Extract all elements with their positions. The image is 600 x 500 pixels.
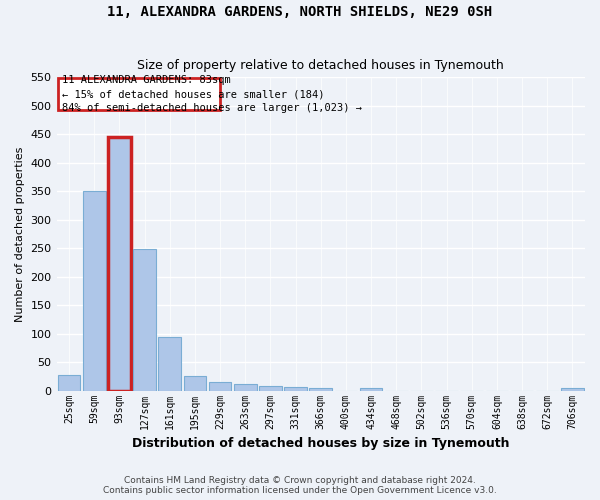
Bar bbox=[561, 388, 584, 390]
Y-axis label: Number of detached properties: Number of detached properties bbox=[15, 146, 25, 322]
Text: Contains HM Land Registry data © Crown copyright and database right 2024.
Contai: Contains HM Land Registry data © Crown c… bbox=[103, 476, 497, 495]
Bar bbox=[184, 376, 206, 390]
Title: Size of property relative to detached houses in Tynemouth: Size of property relative to detached ho… bbox=[137, 59, 504, 72]
Bar bbox=[360, 388, 382, 390]
Text: 11, ALEXANDRA GARDENS, NORTH SHIELDS, NE29 0SH: 11, ALEXANDRA GARDENS, NORTH SHIELDS, NE… bbox=[107, 5, 493, 19]
Bar bbox=[209, 382, 232, 390]
Bar bbox=[310, 388, 332, 390]
Text: 11 ALEXANDRA GARDENS: 83sqm
← 15% of detached houses are smaller (184)
84% of se: 11 ALEXANDRA GARDENS: 83sqm ← 15% of det… bbox=[62, 76, 362, 114]
Bar bbox=[58, 78, 220, 110]
Bar bbox=[158, 336, 181, 390]
Bar bbox=[259, 386, 282, 390]
Bar bbox=[133, 250, 156, 390]
Bar bbox=[234, 384, 257, 390]
X-axis label: Distribution of detached houses by size in Tynemouth: Distribution of detached houses by size … bbox=[132, 437, 509, 450]
Bar bbox=[83, 192, 106, 390]
Bar bbox=[108, 137, 131, 390]
Bar bbox=[58, 374, 80, 390]
Bar bbox=[284, 387, 307, 390]
